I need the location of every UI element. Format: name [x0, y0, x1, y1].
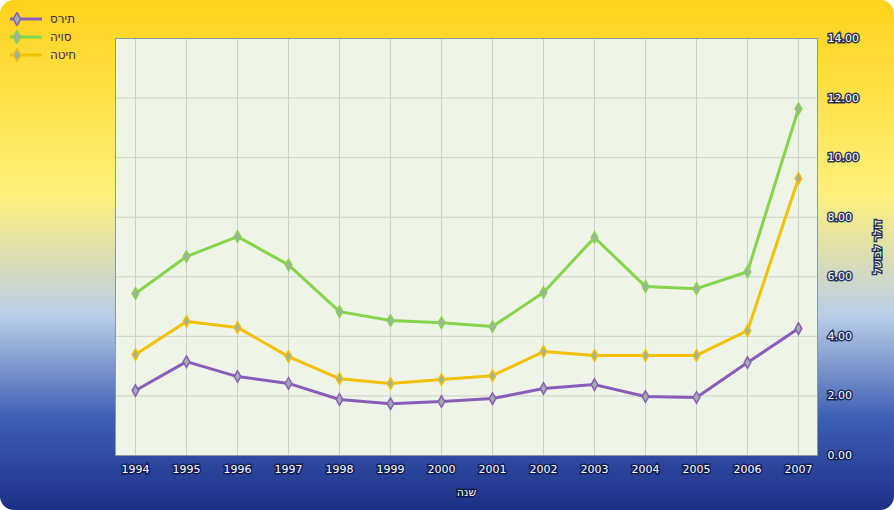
svg-text:1997: 1997 — [275, 463, 303, 476]
svg-text:1996: 1996 — [224, 463, 252, 476]
svg-text:12.00: 12.00 — [828, 92, 860, 105]
svg-text:1995: 1995 — [173, 463, 201, 476]
svg-text:2007: 2007 — [785, 463, 813, 476]
svg-text:2000: 2000 — [428, 463, 456, 476]
svg-text:4.00: 4.00 — [828, 330, 853, 343]
html-text:סויה: סויה — [50, 30, 72, 44]
html-text:חיטה: חיטה — [50, 48, 77, 62]
svg-text:0.00: 0.00 — [828, 449, 853, 462]
svg-text:1998: 1998 — [326, 463, 354, 476]
svg-text:דולר לבושל: דולר לבושל — [871, 220, 884, 275]
svg-text:2004: 2004 — [632, 463, 660, 476]
svg-text:2003: 2003 — [581, 463, 609, 476]
svg-text:14.00: 14.00 — [828, 32, 860, 45]
svg-text:שנה: שנה — [457, 486, 477, 499]
svg-text:1999: 1999 — [377, 463, 405, 476]
svg-text:2005: 2005 — [683, 463, 711, 476]
html-text:תירס: תירס — [50, 12, 76, 26]
svg-text:2006: 2006 — [734, 463, 762, 476]
svg-text:6.00: 6.00 — [828, 270, 853, 283]
svg-text:2.00: 2.00 — [828, 389, 853, 402]
svg-text:1994: 1994 — [122, 463, 150, 476]
svg-text:10.00: 10.00 — [828, 151, 860, 164]
svg-text:2002: 2002 — [530, 463, 558, 476]
svg-text:2001: 2001 — [479, 463, 507, 476]
svg-text:8.00: 8.00 — [828, 211, 853, 224]
